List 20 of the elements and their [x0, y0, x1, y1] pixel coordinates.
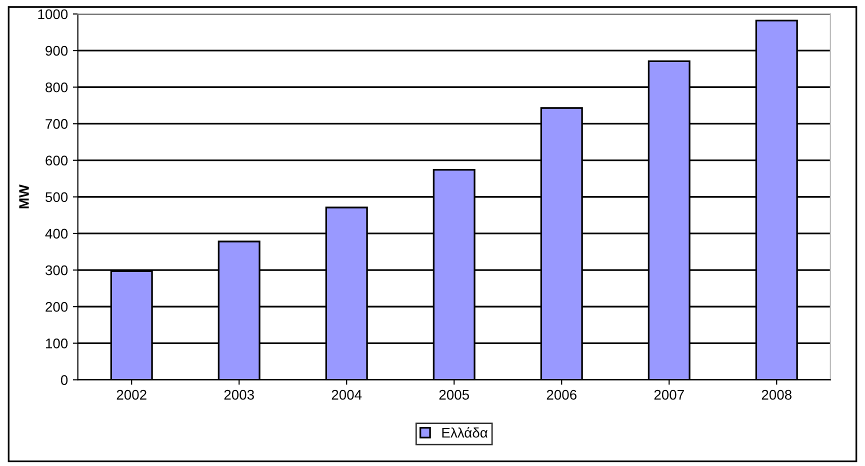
x-tick-label: 2007: [654, 390, 684, 400]
y-tick-label: 0: [60, 375, 68, 385]
x-tick-label: 2006: [546, 390, 576, 400]
x-tick-label: 2002: [116, 390, 146, 400]
y-tick-label: 200: [46, 302, 68, 312]
x-tick-label: 2008: [762, 390, 792, 400]
x-tick-label: 2005: [439, 390, 469, 400]
y-tick-label: 300: [45, 265, 68, 276]
y-tick-label: 1000: [38, 9, 68, 20]
y-tick-label: 600: [46, 156, 68, 166]
y-tick-label: 900: [46, 46, 68, 56]
x-tick-label: 2003: [224, 390, 254, 400]
legend-label: Ελλάδα: [442, 427, 488, 438]
y-tick-label: 700: [46, 119, 68, 129]
y-tick-label: 800: [46, 82, 68, 92]
x-tick-label: 2004: [332, 390, 362, 400]
y-tick-label: 100: [46, 338, 68, 348]
y-tick-label: 500: [46, 192, 68, 202]
y-axis-title: MW: [19, 184, 29, 208]
y-tick-label: 400: [45, 228, 68, 239]
